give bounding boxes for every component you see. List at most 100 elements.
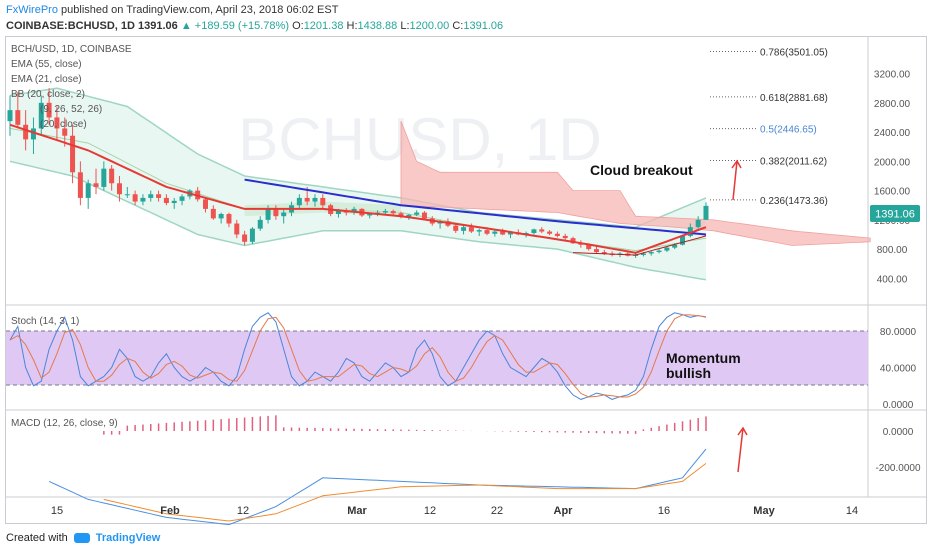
candle-body: [640, 253, 646, 255]
ohlc-line: COINBASE:BCHUSD, 1D 1391.06 ▲ +189.59 (+…: [6, 19, 503, 33]
fib-label: 0.5(2446.65): [760, 125, 817, 136]
stoch-k-line: [9, 312, 707, 400]
stoch-tick: 80.0000: [880, 327, 917, 338]
legend-bb: BB (20, close, 2): [11, 89, 85, 100]
fib-label: 0.786(3501.05): [760, 48, 828, 59]
candle-body: [148, 194, 154, 198]
candle-body: [507, 232, 513, 235]
publisher-line: FxWirePro published on TradingView.com, …: [6, 3, 338, 17]
candle-body: [390, 211, 396, 214]
annotation-arrow: [731, 159, 742, 201]
tradingview-logo-icon[interactable]: [73, 533, 90, 543]
candle-body: [116, 183, 122, 195]
legend-ichimoku: (9, 26, 52, 26): [40, 104, 102, 115]
candle-body: [273, 208, 279, 217]
price-tick: 1600.00: [874, 187, 911, 198]
candle-body: [351, 208, 357, 213]
candle-body: [500, 231, 506, 235]
price-change: ▲ +189.59 (+15.78%): [180, 20, 289, 32]
price-tick: 2800.00: [874, 99, 911, 110]
chart-header: FxWirePro published on TradingView.com, …: [0, 0, 932, 36]
stoch-tick: 40.0000: [880, 364, 917, 375]
last-price: 1391.06: [138, 20, 178, 32]
time-tick: 22: [491, 505, 503, 517]
candle-body: [562, 235, 568, 239]
low-label: L:: [400, 20, 410, 32]
legend-ema55: EMA (55, close): [11, 59, 82, 70]
ema21-line: [9, 123, 707, 254]
candle-body: [382, 211, 388, 213]
chart-frame: [5, 36, 927, 524]
candle-body: [109, 168, 115, 184]
candle-body: [163, 197, 169, 204]
candle-body: [320, 197, 326, 206]
candle-body: [539, 229, 545, 232]
candle-body: [101, 168, 107, 187]
candle-body: [453, 225, 459, 231]
stoch-band: [6, 331, 868, 385]
macd-axis[interactable]: 0.0000 -200.0000: [875, 427, 920, 474]
macd-tick: -200.0000: [875, 463, 920, 474]
candle-body: [304, 197, 310, 202]
candle-body: [265, 208, 271, 220]
legend-ema21: EMA (21, close): [11, 74, 82, 85]
candle-body: [554, 233, 560, 236]
candle-body: [179, 196, 185, 201]
time-tick: May: [753, 505, 775, 517]
candle-body: [46, 102, 52, 118]
candle-body: [296, 197, 302, 206]
fib-label: 0.236(1473.36): [760, 196, 828, 207]
publisher-name[interactable]: FxWirePro: [6, 4, 58, 16]
macd-signal-line: [103, 463, 707, 522]
candle-body: [62, 128, 68, 136]
tradingview-link[interactable]: TradingView: [95, 532, 161, 544]
stoch-axis[interactable]: 80.0000 40.0000 0.0000: [880, 327, 917, 411]
close-value: 1391.06: [463, 20, 504, 32]
macd-legend: MACD (12, 26, close, 9): [11, 418, 118, 429]
candle-body: [249, 228, 255, 242]
candle-body: [85, 183, 91, 198]
annotation-arrow: [737, 426, 748, 473]
candle-body: [367, 213, 373, 216]
candle-body: [281, 212, 287, 217]
high-value: 1438.88: [357, 20, 398, 32]
price-tick: 2400.00: [874, 128, 911, 139]
price-axis[interactable]: 3200.002800.002400.002000.001600.001200.…: [874, 70, 911, 286]
candle-body: [234, 223, 240, 235]
candle-body: [242, 234, 248, 242]
legend-symbol: BCH/USD, 1D, COINBASE: [11, 44, 132, 55]
stoch-legend: Stoch (14, 3, 1): [11, 316, 79, 327]
candle-body: [601, 252, 607, 254]
price-tick: 400.00: [877, 274, 908, 285]
legend-sma: (20, close): [40, 119, 87, 130]
macd-histogram: [103, 415, 707, 435]
candle-body: [7, 110, 13, 122]
macd-tick: 0.0000: [883, 427, 914, 438]
symbol-label: COINBASE:BCHUSD, 1D: [6, 20, 135, 32]
candle-body: [664, 247, 670, 251]
candle-body: [648, 252, 654, 254]
candle-body: [531, 229, 537, 234]
stoch-d-line: [9, 314, 707, 398]
candle-body: [492, 231, 498, 234]
bb-lower: [9, 160, 707, 281]
candle-body: [93, 183, 99, 187]
candle-body: [703, 205, 709, 220]
open-value: 1201.38: [303, 20, 344, 32]
candle-body: [421, 212, 427, 219]
fib-label: 0.382(2011.62): [760, 156, 827, 167]
price-tick: 2000.00: [874, 157, 911, 168]
price-badge: [870, 205, 920, 222]
high-label: H:: [346, 20, 358, 32]
candle-body: [23, 124, 29, 140]
candle-body: [257, 219, 263, 229]
time-axis[interactable]: 15 Feb 12 Mar 12 22 Apr 16 May 14: [51, 505, 858, 517]
time-tick: 15: [51, 505, 63, 517]
low-value: 1200.00: [409, 20, 450, 32]
candle-body: [656, 250, 662, 253]
fib-label: 0.618(2881.68): [760, 93, 828, 104]
price-tick: 800.00: [877, 245, 908, 256]
candle-body: [468, 227, 474, 232]
footer: Created with TradingView: [6, 528, 160, 548]
